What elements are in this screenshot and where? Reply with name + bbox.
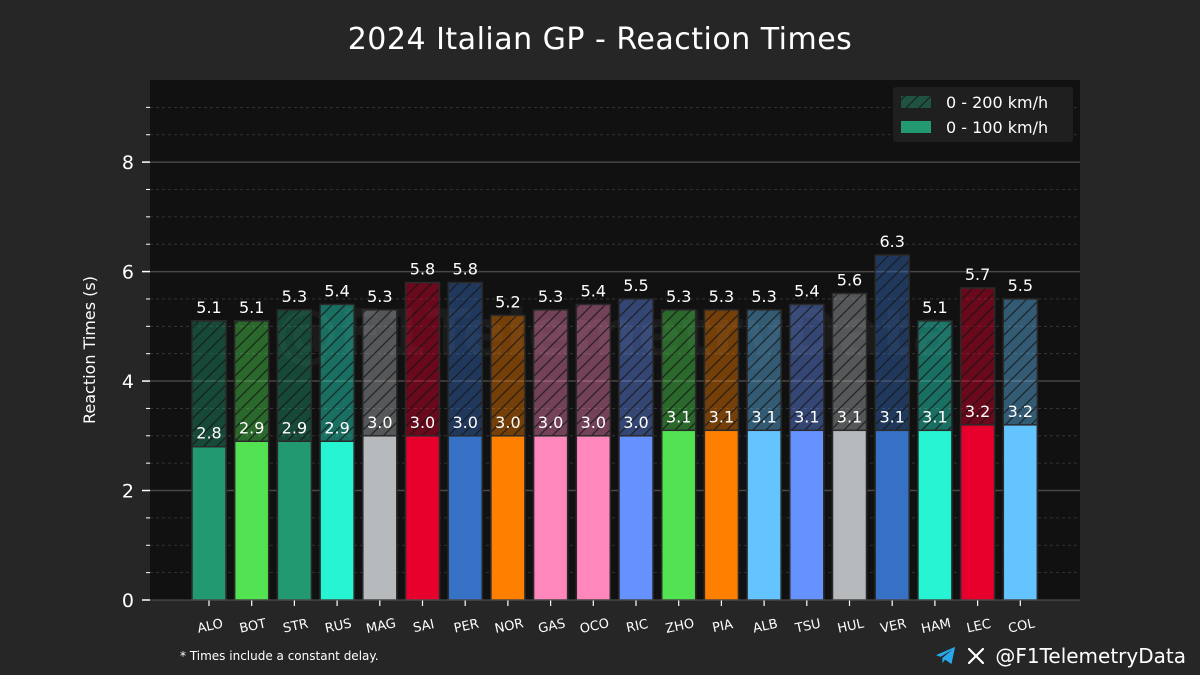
y-tick-label: 0 bbox=[122, 590, 134, 612]
data-label-0-200: 5.3 bbox=[709, 287, 734, 306]
data-label-0-100: 3.0 bbox=[452, 413, 477, 432]
legend-label-0-200: 0 - 200 km/h bbox=[946, 93, 1048, 112]
data-label-0-200: 5.3 bbox=[367, 287, 392, 306]
data-label-0-200: 5.7 bbox=[965, 265, 990, 284]
data-label-0-100: 3.2 bbox=[1008, 402, 1033, 421]
legend-swatch-0-100 bbox=[901, 121, 931, 133]
bar-0-100 bbox=[233, 440, 270, 601]
x-tick-label: GAS bbox=[537, 616, 567, 636]
x-tick-label: COL bbox=[1007, 616, 1037, 636]
data-label-0-100: 3.0 bbox=[410, 413, 435, 432]
data-label-0-200: 5.5 bbox=[623, 276, 648, 295]
bar-0-100 bbox=[276, 440, 313, 601]
x-tick-label: SAI bbox=[412, 617, 436, 636]
data-label-0-200: 5.4 bbox=[581, 281, 606, 300]
bar-0-100 bbox=[319, 440, 355, 601]
x-tick-label: RUS bbox=[324, 616, 353, 636]
x-tick-label: MAG bbox=[365, 616, 397, 637]
y-axis-label: Reaction Times (s) bbox=[80, 276, 99, 424]
data-label-0-200: 5.4 bbox=[794, 281, 819, 300]
data-label-0-100: 3.1 bbox=[751, 407, 776, 426]
data-label-0-100: 3.0 bbox=[581, 413, 606, 432]
x-tick-label: LEC bbox=[965, 617, 992, 637]
y-tick-label: 2 bbox=[122, 481, 134, 503]
bar-0-100 bbox=[447, 435, 483, 601]
data-label-0-200: 5.5 bbox=[1008, 276, 1033, 295]
data-label-0-100: 3.1 bbox=[922, 407, 947, 426]
data-label-0-100: 3.0 bbox=[623, 413, 648, 432]
bar-0-100 bbox=[575, 435, 612, 601]
x-tick-label: HUL bbox=[836, 616, 866, 636]
data-label-0-200: 5.2 bbox=[495, 292, 520, 311]
x-tick-label: OCO bbox=[579, 616, 611, 637]
legend-box bbox=[893, 87, 1073, 142]
data-label-0-200: 5.1 bbox=[196, 298, 221, 317]
data-label-0-200: 6.3 bbox=[879, 232, 904, 251]
data-label-0-100: 3.1 bbox=[879, 407, 904, 426]
social-handle: @F1TelemetryData bbox=[935, 644, 1186, 668]
legend: 0 - 200 km/h 0 - 100 km/h bbox=[893, 87, 1073, 142]
data-label-0-100: 3.1 bbox=[666, 407, 691, 426]
data-label-0-100: 3.1 bbox=[709, 407, 734, 426]
data-label-0-100: 2.9 bbox=[324, 418, 349, 437]
data-label-0-100: 3.0 bbox=[538, 413, 563, 432]
legend-swatch-0-200-hatch bbox=[901, 96, 931, 108]
data-label-0-100: 2.9 bbox=[239, 418, 264, 437]
y-tick-label: 8 bbox=[122, 152, 134, 174]
bar-0-100 bbox=[532, 435, 569, 601]
data-label-0-200: 5.8 bbox=[410, 260, 435, 279]
telegram-icon bbox=[935, 646, 957, 666]
x-tick-label: HAM bbox=[920, 616, 952, 637]
y-tick-label: 4 bbox=[122, 371, 134, 393]
chart-title: 2024 Italian GP - Reaction Times bbox=[347, 22, 853, 57]
y-tick-label: 6 bbox=[122, 262, 134, 284]
x-tick-label: PIA bbox=[711, 617, 734, 636]
x-tick-label: ALB bbox=[752, 617, 780, 637]
x-tick-label: RIC bbox=[625, 617, 650, 636]
x-tick-label: NOR bbox=[493, 616, 524, 637]
x-tick-label: VER bbox=[879, 617, 908, 637]
bar-0-100 bbox=[917, 429, 953, 601]
x-logo-icon bbox=[967, 647, 985, 665]
bar-0-100 bbox=[490, 435, 526, 601]
x-tick-label: PER bbox=[453, 617, 481, 637]
data-label-0-100: 3.0 bbox=[495, 413, 520, 432]
bar-0-100 bbox=[959, 424, 996, 601]
data-label-0-200: 5.8 bbox=[452, 260, 477, 279]
footnote: * Times include a constant delay. bbox=[180, 649, 379, 663]
data-label-0-200: 5.3 bbox=[666, 287, 691, 306]
data-label-0-200: 5.1 bbox=[922, 298, 947, 317]
bar-0-100 bbox=[1002, 424, 1039, 601]
bar-0-100 bbox=[191, 445, 227, 601]
data-label-0-200: 5.3 bbox=[282, 287, 307, 306]
data-label-0-200: 5.3 bbox=[751, 287, 776, 306]
data-label-0-100: 3.1 bbox=[837, 407, 862, 426]
bar-0-100 bbox=[789, 429, 825, 601]
x-tick-label: TSU bbox=[793, 617, 822, 637]
x-tick-label: BOT bbox=[238, 616, 267, 636]
data-label-0-200: 5.6 bbox=[837, 270, 862, 289]
data-label-0-200: 5.1 bbox=[239, 298, 264, 317]
bar-0-100 bbox=[362, 435, 398, 601]
x-tick-label: ALO bbox=[196, 617, 224, 637]
bar-0-100 bbox=[618, 435, 654, 601]
bar-0-100 bbox=[703, 429, 740, 601]
bar-0-100 bbox=[831, 429, 868, 601]
bar-0-100 bbox=[660, 429, 697, 601]
x-tick-label: STR bbox=[282, 617, 310, 637]
data-label-0-200: 5.3 bbox=[538, 287, 563, 306]
bar-0-100 bbox=[874, 429, 910, 601]
x-tick-label: ZHO bbox=[664, 616, 695, 637]
data-label-0-200: 5.4 bbox=[324, 281, 349, 300]
data-label-0-100: 2.8 bbox=[196, 424, 221, 443]
legend-label-0-100: 0 - 100 km/h bbox=[946, 118, 1048, 137]
data-label-0-100: 2.9 bbox=[282, 418, 307, 437]
handle-text: @F1TelemetryData bbox=[995, 644, 1186, 668]
bar-0-100 bbox=[746, 429, 782, 601]
data-label-0-100: 3.2 bbox=[965, 402, 990, 421]
bar-0-100 bbox=[404, 435, 441, 601]
data-label-0-100: 3.1 bbox=[794, 407, 819, 426]
data-label-0-100: 3.0 bbox=[367, 413, 392, 432]
